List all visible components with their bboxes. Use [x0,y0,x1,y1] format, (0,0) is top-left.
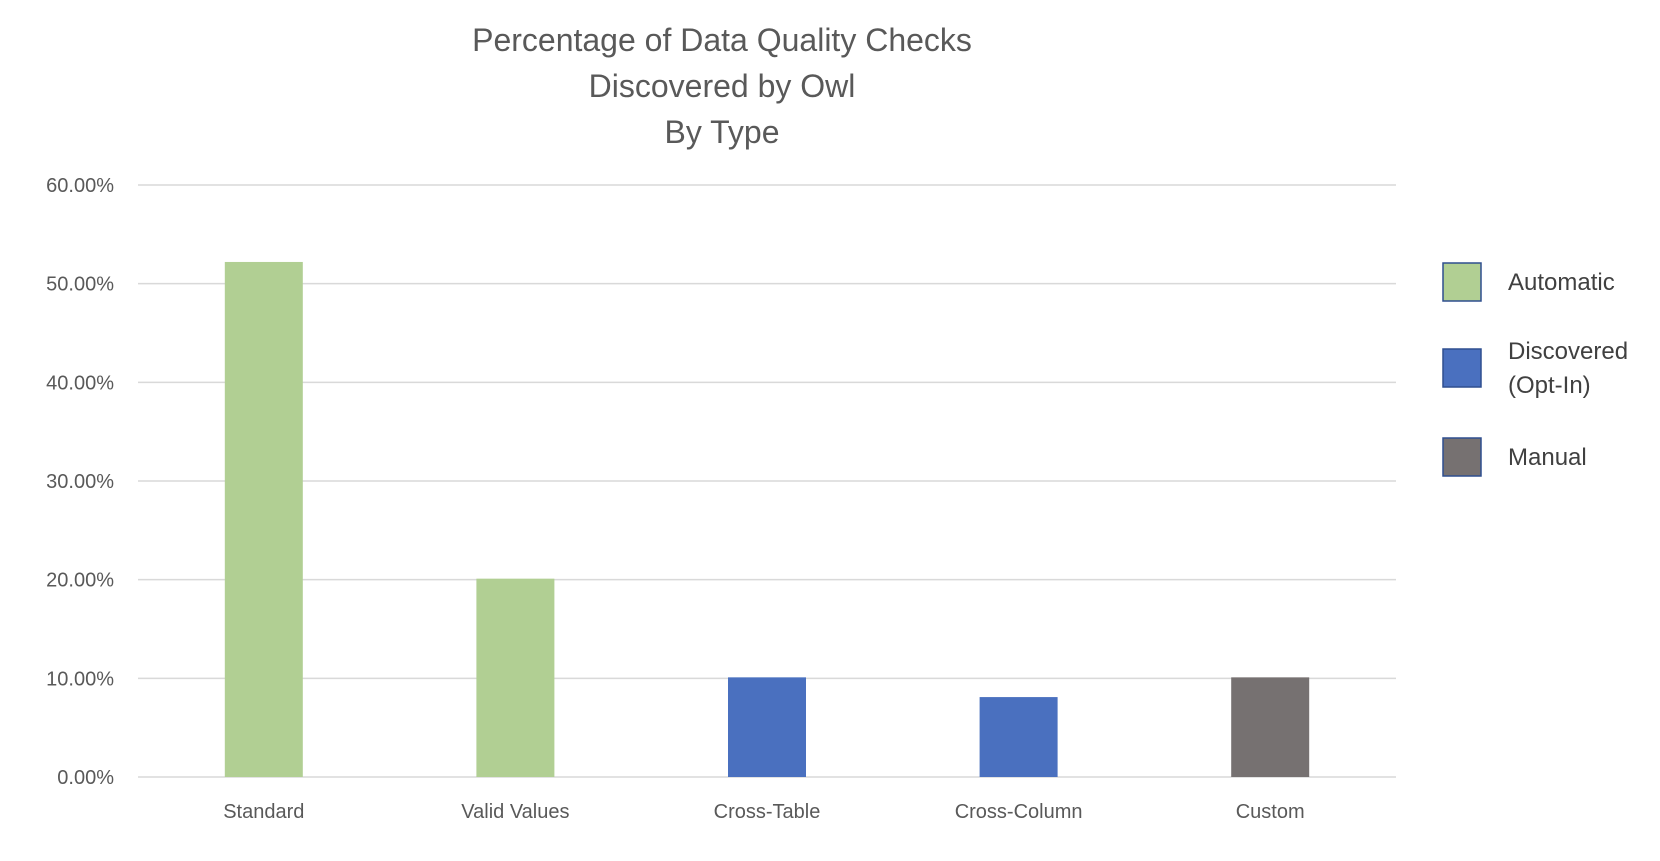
gridlines [138,184,1396,778]
legend-swatch [1442,262,1482,302]
legend: Automatic Discovered (Opt-In) Manual [1442,262,1628,477]
chart-title-line: Discovered by Owl [589,68,856,104]
x-tick-label: Valid Values [461,801,569,823]
y-tick-label: 10.00% [46,668,114,690]
y-tick-label: 20.00% [46,570,114,592]
bar-custom [1231,677,1310,777]
y-tick-label: 60.00% [46,175,114,197]
legend-label: (Opt-In) [1508,372,1591,399]
legend-swatch [1442,348,1482,388]
chart-title-line: By Type [664,114,779,150]
legend-label: Automatic [1508,269,1615,296]
x-axis-ticks: Standard Valid Values Cross-Table Cross-Col… [223,801,1304,823]
legend-label: Discovered [1508,338,1628,365]
bar-standard [224,261,303,778]
legend-swatch [1442,437,1482,477]
x-tick-label: Custom [1236,801,1305,823]
bars [224,261,1310,778]
bar-valid-values [476,578,555,777]
y-tick-label: 40.00% [46,372,114,394]
bar-cross-table [728,677,806,777]
x-tick-label: Cross-Table [714,801,821,823]
y-tick-label: 30.00% [46,471,114,493]
x-tick-label: Cross-Column [955,801,1083,823]
x-tick-label: Standard [223,801,304,823]
bar-cross-column [979,697,1058,777]
chart-title-line: Percentage of Data Quality Checks [472,22,972,58]
legend-label: Manual [1508,444,1587,471]
y-tick-label: 0.00% [57,767,114,789]
y-axis-ticks: 0.00% 10.00% 20.00% 30.00% 40.00% 50.00% 60.00… [46,175,114,789]
chart-title: Percentage of Data Quality Checks Discov… [472,22,972,150]
y-tick-label: 50.00% [46,274,114,296]
